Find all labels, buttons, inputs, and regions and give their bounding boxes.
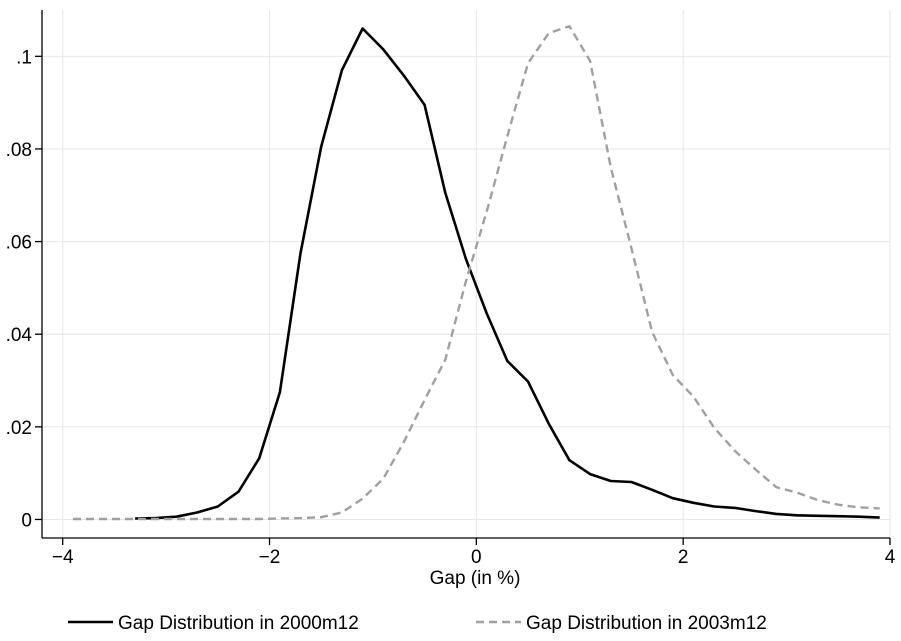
y-tick-label: .08 (6, 140, 32, 161)
x-axis-title: Gap (in %) (430, 568, 521, 589)
gridlines (42, 10, 891, 538)
y-tick-label: .04 (6, 325, 33, 346)
x-tick-label: 0 (471, 547, 482, 568)
series-line-2003m12 (73, 25, 880, 521)
legend-label-2000m12: Gap Distribution in 2000m12 (118, 613, 359, 634)
y-tick-label: 0 (21, 510, 32, 531)
x-tick-label: −2 (259, 547, 281, 568)
x-tick-label: −4 (52, 547, 74, 568)
legend: Gap Distribution in 2000m12 Gap Distribu… (68, 613, 767, 634)
y-tick-label: .1 (16, 47, 32, 68)
x-tick-label: 4 (885, 547, 896, 568)
series-lines (73, 25, 880, 521)
series-line-2000m12 (135, 27, 880, 520)
axes (41, 10, 890, 539)
y-tick-label: .02 (6, 418, 32, 439)
x-tick-label: 2 (678, 547, 689, 568)
y-tick-label: .06 (6, 233, 32, 254)
legend-label-2003m12: Gap Distribution in 2003m12 (526, 613, 767, 634)
ticks: −4 −2 0 2 4 0 .02 .04 .06 .08 .1 (6, 47, 896, 568)
